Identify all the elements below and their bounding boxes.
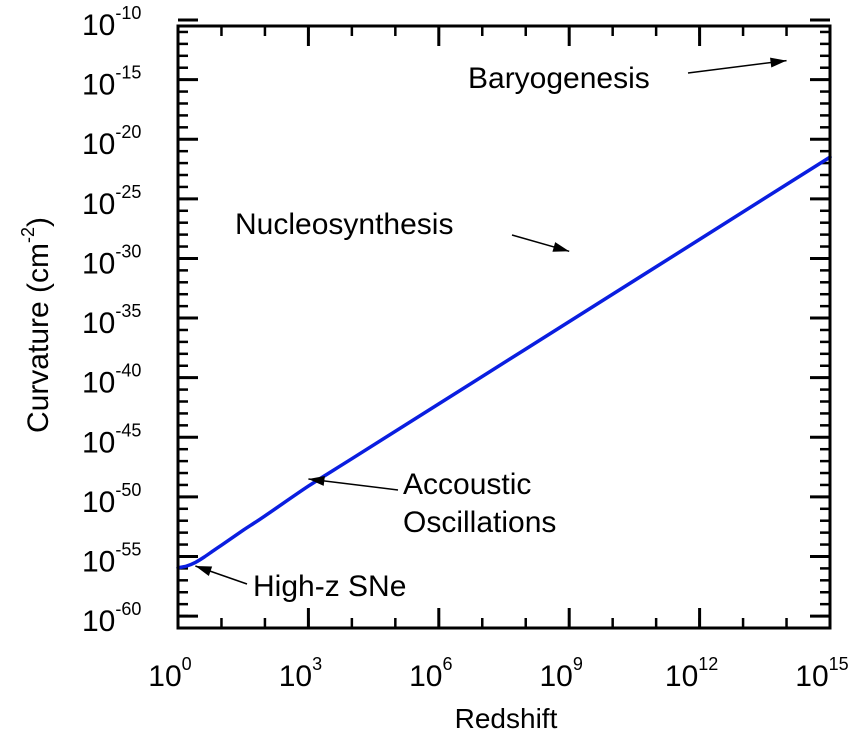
y-tick-base: 10 [82, 128, 115, 161]
x-tick-base: 10 [665, 660, 698, 693]
annotations: Baryogenesis Nucleosynthesis Accoustic Osci… [195, 57, 787, 603]
y-tick-label: 10-10 [82, 3, 141, 42]
y-tick-label: 10-35 [82, 301, 141, 340]
y-tick-base: 10 [82, 367, 115, 400]
major-ticks [176, 18, 832, 628]
y-tick-label: 10-20 [82, 122, 141, 161]
y-tick-label: 10-45 [82, 420, 141, 459]
annotation-label: Baryogenesis [468, 62, 650, 95]
x-axis-title: Redshift [455, 703, 558, 734]
x-tick-label: 106 [409, 654, 452, 693]
annotation-line: Accoustic [403, 468, 531, 501]
x-tick-base: 10 [540, 660, 573, 693]
y-tick-exp: -55 [115, 539, 141, 559]
y-tick-base: 10 [82, 426, 115, 459]
y-tick-base: 10 [82, 247, 115, 280]
x-tick-exp: 9 [573, 654, 583, 674]
y-tick-base: 10 [82, 188, 115, 221]
annotation-line: Baryogenesis [468, 62, 650, 95]
annotation-line: Nucleosynthesis [235, 208, 453, 241]
x-tick-exp: 15 [829, 654, 849, 674]
x-tick-labels: 100 103 106 109 1012 1015 [148, 654, 848, 693]
annotation-label: Nucleosynthesis [235, 208, 453, 241]
y-tick-base: 10 [82, 9, 115, 42]
annotation-line: Oscillations [403, 506, 556, 539]
y-tick-label: 10-25 [82, 182, 141, 221]
y-tick-exp: -40 [115, 361, 141, 381]
x-tick-base: 10 [409, 660, 442, 693]
x-tick-label: 103 [279, 654, 322, 693]
annotation-line: High-z SNe [253, 570, 406, 603]
y-tick-label: 10-60 [82, 599, 141, 638]
y-axis-title-main: Curvature (cm [22, 243, 55, 433]
x-tick-exp: 0 [182, 654, 192, 674]
annotation-arrowhead [308, 475, 325, 486]
y-tick-label: 10-55 [82, 539, 141, 578]
y-tick-base: 10 [82, 605, 115, 638]
x-tick-exp: 12 [698, 654, 718, 674]
x-tick-base: 10 [279, 660, 312, 693]
y-tick-base: 10 [82, 69, 115, 102]
y-tick-exp: -60 [115, 599, 141, 619]
x-tick-label: 100 [148, 654, 191, 693]
y-tick-label: 10-30 [82, 241, 141, 280]
y-tick-exp: -35 [115, 301, 141, 321]
x-tick-base: 10 [148, 660, 181, 693]
x-tick-label: 1015 [795, 654, 848, 693]
annotation-arrow [687, 59, 787, 74]
y-tick-exp: -10 [115, 3, 141, 23]
y-axis-title: Curvature (cm-2) [18, 217, 55, 433]
x-tick-exp: 6 [442, 654, 452, 674]
annotation-label: Accoustic Oscillations [403, 468, 556, 539]
y-tick-labels: 10-1010-1510-2010-2510-3010-3510-4010-45… [82, 3, 141, 638]
annotation-arrowhead [770, 57, 787, 68]
y-tick-base: 10 [82, 307, 115, 340]
plot-frame [176, 24, 832, 630]
y-axis-title-sup: -2 [18, 227, 38, 243]
x-tick-label: 1012 [665, 654, 718, 693]
annotation-arrowhead [552, 242, 570, 252]
x-tick-exp: 3 [312, 654, 322, 674]
y-tick-exp: -20 [115, 122, 141, 142]
y-tick-exp: -45 [115, 420, 141, 440]
annotation-arrowhead [195, 566, 213, 576]
y-tick-label: 10-50 [82, 480, 141, 519]
y-tick-label: 10-15 [82, 63, 141, 102]
y-tick-exp: -15 [115, 63, 141, 83]
curvature-line [176, 155, 832, 570]
y-tick-base: 10 [82, 545, 115, 578]
y-tick-label: 10-40 [82, 361, 141, 400]
y-tick-base: 10 [82, 486, 115, 519]
y-tick-exp: -25 [115, 182, 141, 202]
y-tick-exp: -50 [115, 480, 141, 500]
x-tick-base: 10 [795, 660, 828, 693]
annotation-label: High-z SNe [253, 570, 406, 603]
y-tick-exp: -30 [115, 241, 141, 261]
y-axis-title-close: ) [22, 217, 55, 227]
x-tick-label: 109 [540, 654, 583, 693]
